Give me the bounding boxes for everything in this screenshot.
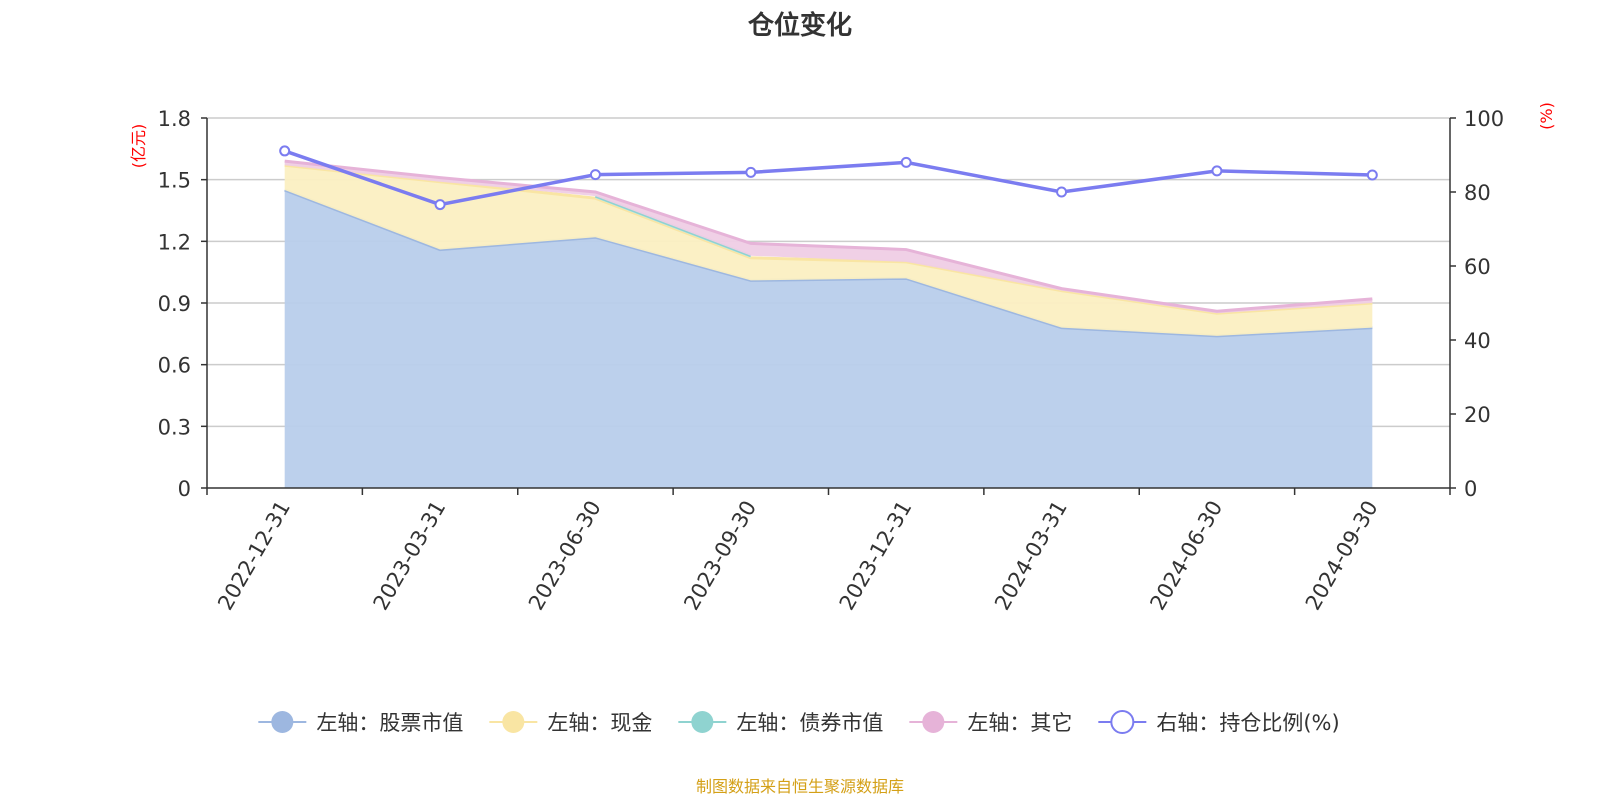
right-tick-label: 100	[1464, 107, 1504, 131]
x-tick-label: 2024-06-30	[1145, 497, 1227, 615]
legend-marker	[922, 711, 945, 733]
x-tick-label: 2023-12-31	[835, 497, 917, 615]
left-tick-label: 1.2	[158, 230, 191, 254]
right-tick-label: 40	[1464, 329, 1491, 353]
right-tick-label: 0	[1464, 477, 1477, 501]
right-axis-unit: (%)	[1537, 102, 1556, 130]
x-tick-label: 2024-03-31	[990, 497, 1072, 615]
legend-label: 左轴：现金	[547, 711, 652, 735]
left-tick-label: 0.9	[158, 292, 191, 316]
legend-label: 右轴：持仓比例(%)	[1156, 711, 1339, 735]
data-source-note: 制图数据来自恒生聚源数据库	[696, 777, 904, 796]
legend-label: 左轴：其它	[967, 711, 1072, 735]
x-tick-label: 2023-09-30	[679, 497, 761, 615]
ratio-point[interactable]	[1211, 165, 1223, 177]
legend-marker	[1110, 710, 1135, 734]
left-tick-label: 0.3	[158, 415, 191, 439]
left-axis-unit: (亿元)	[129, 124, 148, 169]
legend-item[interactable]: 左轴：债券市值	[678, 711, 883, 735]
legend-marker	[502, 711, 525, 733]
stacked-areas	[284, 159, 1373, 488]
ratio-point[interactable]	[434, 199, 446, 211]
ratio-point[interactable]	[1366, 169, 1378, 181]
x-tick-label: 2023-06-30	[524, 497, 606, 615]
area-fill	[284, 161, 1373, 314]
legend-marker	[271, 711, 294, 733]
legend-marker	[691, 711, 714, 733]
legend-label: 左轴：债券市值	[736, 711, 883, 735]
x-tick-label: 2022-12-31	[213, 497, 295, 615]
legend-item[interactable]: 左轴：现金	[489, 711, 652, 735]
legend-label: 左轴：股票市值	[316, 711, 463, 735]
right-tick-label: 20	[1464, 403, 1491, 427]
right-tick-label: 60	[1464, 255, 1491, 279]
ratio-point[interactable]	[589, 169, 601, 181]
legend-item[interactable]: 右轴：持仓比例(%)	[1098, 710, 1340, 735]
left-tick-label: 1.8	[158, 107, 191, 131]
right-tick-label: 80	[1464, 181, 1491, 205]
left-tick-label: 0	[178, 477, 191, 501]
chart-title: 仓位变化	[747, 10, 852, 41]
legend-item[interactable]: 左轴：股票市值	[258, 711, 463, 735]
ratio-line	[279, 145, 1378, 211]
area-fill	[284, 189, 1373, 488]
x-tick-label: 2024-09-30	[1301, 497, 1383, 615]
ratio-point[interactable]	[1056, 186, 1068, 198]
left-tick-label: 0.6	[158, 354, 191, 378]
legend-item[interactable]: 左轴：其它	[909, 711, 1072, 735]
ratio-line-path	[284, 149, 1373, 207]
area-top-line	[284, 159, 1373, 313]
legend[interactable]: 左轴：股票市值 左轴：现金 左轴：债券市值 左轴：其它 右轴：持仓比例(%)	[258, 710, 1340, 735]
area-fill	[284, 165, 1373, 336]
left-tick-label: 1.5	[158, 169, 191, 193]
ratio-point[interactable]	[900, 156, 912, 168]
ratio-point[interactable]	[279, 145, 291, 157]
x-tick-label: 2023-03-31	[369, 497, 451, 615]
ratio-point[interactable]	[745, 166, 757, 178]
